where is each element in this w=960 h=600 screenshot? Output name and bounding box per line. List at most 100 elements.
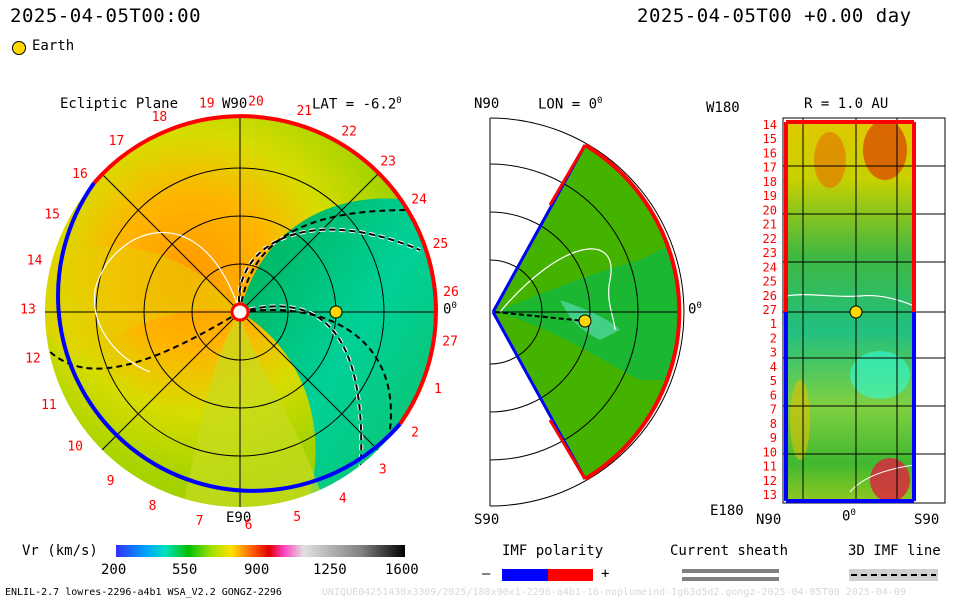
carrington-label: 15 — [44, 208, 60, 223]
radial-y-label: 12 — [763, 474, 777, 488]
carrington-label: 8 — [149, 499, 157, 514]
carrington-label: 14 — [27, 254, 43, 269]
imf-plus-label: + — [601, 566, 610, 582]
timestamp-left: 2025-04-05T00:00 — [10, 5, 202, 27]
radial-y-label: 25 — [763, 275, 777, 289]
carrington-label: 24 — [411, 193, 427, 208]
carrington-label: 16 — [72, 167, 88, 182]
imf-minus-label: – — [482, 566, 491, 582]
carrington-label: 27 — [442, 334, 458, 349]
radial-y-label: 10 — [763, 445, 777, 459]
radial-y-label: 6 — [770, 388, 777, 402]
meridional-lon-label: LON = 00 — [538, 96, 603, 113]
radial-r-label: R = 1.0 AU — [804, 96, 889, 112]
radial-y-label: 24 — [763, 260, 777, 274]
radial-y-label: 14 — [763, 118, 777, 132]
radial-x-label-0: 00 — [842, 508, 856, 525]
current-sheath-title: Current sheath — [670, 543, 789, 559]
current-sheath-swatch — [682, 569, 779, 573]
colorbar-tick: 1600 — [385, 562, 419, 578]
radial-y-label: 16 — [763, 147, 777, 161]
radial-y-label: 3 — [770, 346, 777, 360]
carrington-label: 3 — [379, 463, 387, 478]
sun-icon — [230, 302, 250, 322]
carrington-label: 20 — [248, 95, 264, 110]
radial-y-label: 15 — [763, 132, 777, 146]
ecliptic-right-label: 00 — [443, 301, 457, 318]
carrington-label: 6 — [245, 518, 253, 533]
carrington-label: 10 — [67, 439, 83, 454]
radial-y-label: 26 — [763, 289, 777, 303]
radial-x-label-n90: N90 — [756, 512, 782, 528]
earth-position-radial — [849, 305, 863, 319]
earth-legend-label: Earth — [32, 38, 75, 54]
carrington-label: 5 — [293, 510, 301, 525]
imf-line-title: 3D IMF line — [848, 543, 941, 559]
meridional-right-label: 00 — [688, 301, 702, 318]
radial-y-label: 4 — [770, 360, 777, 374]
earth-position-meridional — [578, 314, 592, 328]
ecliptic-top-label: W90 — [222, 96, 248, 112]
imf-polarity-title: IMF polarity — [502, 543, 604, 559]
imf-negative-swatch — [502, 569, 548, 581]
colorbar-tick: 1250 — [313, 562, 347, 578]
radial-y-label: 1 — [770, 317, 777, 331]
radial-y-label: 5 — [770, 374, 777, 388]
carrington-label: 22 — [341, 124, 357, 139]
colorbar-tick: 550 — [172, 562, 198, 578]
radial-y-label: 20 — [763, 203, 777, 217]
ecliptic-lat-label: LAT = -6.20 — [312, 96, 402, 113]
carrington-label: 21 — [296, 104, 312, 119]
radial-x-label-s90: S90 — [914, 512, 940, 528]
ecliptic-bottom-label: E90 — [226, 510, 252, 526]
carrington-label: 26 — [443, 285, 459, 300]
ecliptic-title: Ecliptic Plane — [60, 96, 179, 112]
radial-y-label: 19 — [763, 189, 777, 203]
carrington-labels: 19 20212223242526271234567891011121314151… — [20, 95, 459, 533]
radial-y-label: 22 — [763, 232, 777, 246]
radial-bottom-left: E180 — [710, 503, 744, 519]
carrington-label: 25 — [433, 237, 449, 252]
radial-y-label: 8 — [770, 417, 777, 431]
colorbar-tick: 200 — [101, 562, 127, 578]
timestamp-right: 2025-04-05T00 +0.00 day — [637, 5, 912, 27]
meridional-top-left: N90 — [474, 96, 500, 112]
colorbar-tick: 900 — [244, 562, 270, 578]
colorbar-label: Vr (km/s) — [22, 543, 98, 559]
radial-y-label: 18 — [763, 175, 777, 189]
ecliptic-negative-polarity-arc — [56, 181, 402, 493]
radial-y-label: 21 — [763, 218, 777, 232]
carrington-label: 2 — [411, 426, 419, 441]
radial-y-label: 2 — [770, 332, 777, 346]
radial-y-label: 11 — [763, 460, 777, 474]
radial-y-label: 9 — [770, 431, 777, 445]
carrington-label: 13 — [20, 302, 36, 317]
carrington-label: 12 — [25, 351, 41, 366]
earth-marker-icon — [12, 41, 26, 55]
carrington-label: 1 — [434, 382, 442, 397]
meridional-bottom-left: S90 — [474, 512, 500, 528]
carrington-label: 9 — [107, 474, 115, 489]
carrington-label: 7 — [196, 514, 204, 529]
radial-y-labels: 1415161718192021222324252627123456789101… — [763, 118, 777, 502]
radial-y-label: 23 — [763, 246, 777, 260]
carrington-label: 23 — [380, 154, 396, 169]
radial-y-label: 27 — [763, 303, 777, 317]
radial-y-label: 13 — [763, 488, 777, 502]
radial-y-label: 17 — [763, 161, 777, 175]
carrington-label: 17 — [109, 134, 125, 149]
footer-left: ENLIL-2.7 lowres-2296-a4b1 WSA_V2.2 GONG… — [5, 587, 282, 598]
earth-position-ecliptic — [329, 305, 343, 319]
carrington-label: 4 — [339, 491, 347, 506]
carrington-label: 19 — [199, 97, 215, 112]
carrington-label: 11 — [41, 398, 57, 413]
footer-right: UNIQUE04251430x3309/2025/180x90x1-2296-a… — [322, 587, 906, 598]
radial-y-label: 7 — [770, 403, 777, 417]
carrington-label: 18 — [152, 110, 168, 125]
ecliptic-positive-polarity-arc — [92, 114, 438, 426]
velocity-colorbar — [116, 545, 405, 557]
imf-positive-swatch — [548, 569, 593, 581]
radial-top-left: W180 — [706, 100, 740, 116]
meridional-positive-arc — [583, 143, 682, 481]
